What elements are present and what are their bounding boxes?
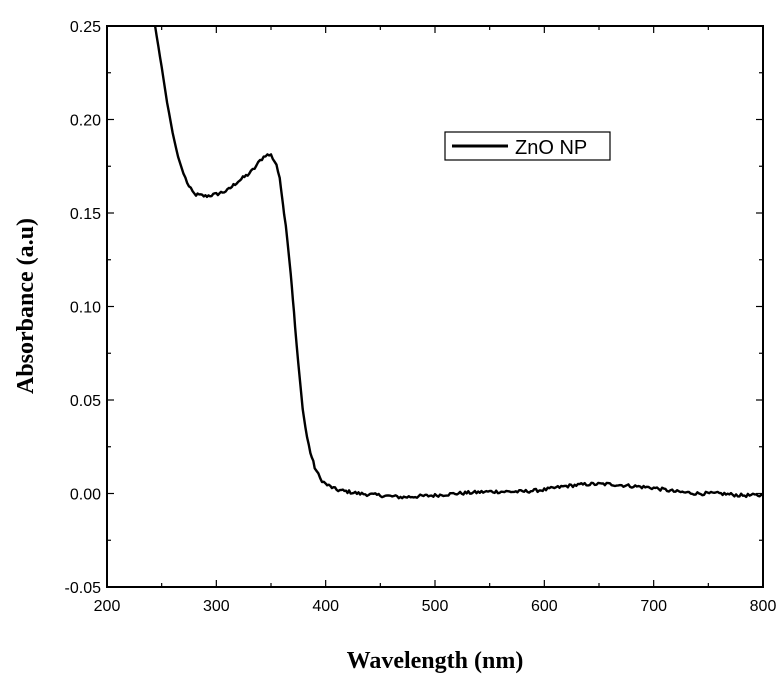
y-axis-title: Absorbance (a.u) (13, 218, 39, 394)
y-tick-label: 0.20 (70, 113, 101, 130)
x-tick-label: 500 (422, 598, 449, 615)
y-tick-label: 0.10 (70, 300, 101, 317)
x-tick-label: 600 (531, 598, 558, 615)
x-tick-label: 800 (750, 598, 777, 615)
y-tick-label: -0.05 (65, 580, 102, 597)
x-axis-title: Wavelength (nm) (347, 648, 524, 674)
y-tick-label: 0.25 (70, 19, 101, 36)
axis-ticks (106, 25, 764, 588)
x-tick-label: 400 (312, 598, 339, 615)
x-tick-label: 300 (203, 598, 230, 615)
x-tick-label: 700 (640, 598, 667, 615)
axis-tick-labels: 200 300 400 500 600 700 800 -0.05 0.00 0.05 0.10 0.… (65, 19, 777, 615)
legend: ZnO NP (444, 131, 611, 161)
y-tick-label: 0.05 (70, 393, 101, 410)
y-tick-label: 0.15 (70, 206, 101, 223)
plot-frame (106, 25, 764, 588)
series-line-zno-np (153, 25, 764, 500)
y-tick-label: 0.00 (70, 487, 101, 504)
x-tick-label: 200 (94, 598, 121, 615)
legend-label: ZnO NP (515, 137, 587, 159)
